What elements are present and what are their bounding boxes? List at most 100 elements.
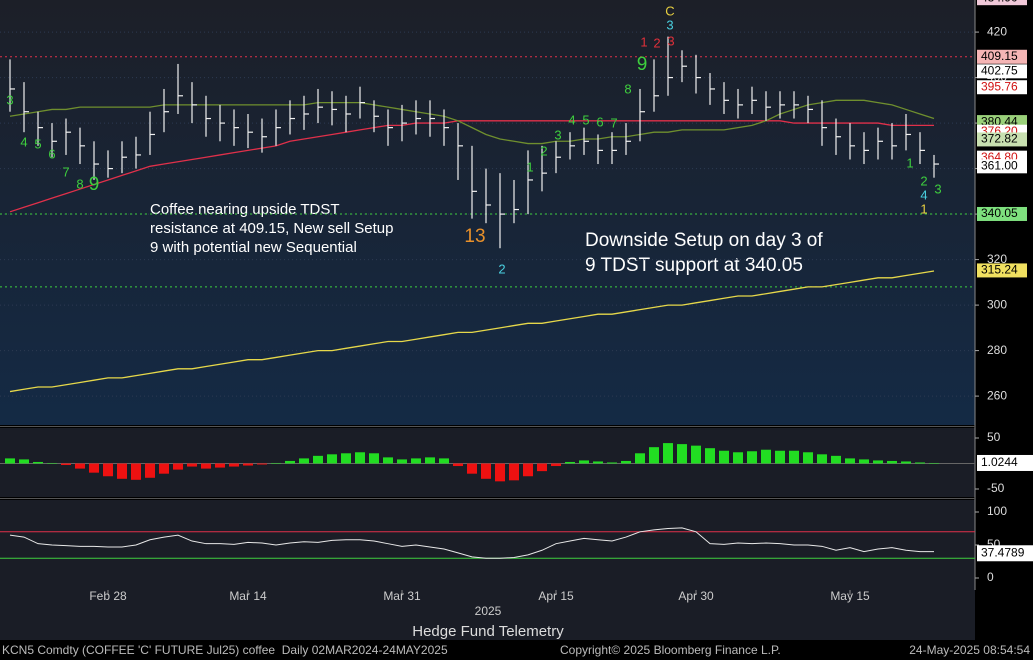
price-label-box	[977, 0, 1027, 6]
hist-bar	[313, 455, 323, 464]
hist-bar	[635, 453, 645, 464]
footer-left: KCN5 Comdty (COFFEE 'C' FUTURE Jul25) co…	[2, 643, 448, 657]
hist-bar	[453, 463, 463, 467]
hist-bar	[5, 458, 15, 464]
hist-bar	[803, 452, 813, 464]
td-count: 1	[920, 201, 927, 216]
hist-bar	[61, 463, 71, 466]
hist-bar	[285, 460, 295, 464]
hist-bar	[411, 458, 421, 464]
td-count: 3	[667, 33, 674, 48]
hist-bar	[215, 463, 225, 468]
y-tick-label: 260	[987, 388, 1007, 402]
footer-center: Copyright© 2025 Bloomberg Finance L.P.	[560, 643, 781, 657]
price-label: 402.75	[981, 63, 1018, 77]
hist-bar	[229, 463, 239, 467]
hist-bar	[397, 459, 407, 464]
td-count: 4	[920, 187, 927, 202]
price-label-box	[977, 49, 1027, 64]
annotation: Downside Setup on day 3 of 9 TDST suppor…	[585, 230, 823, 276]
hist-bar	[705, 448, 715, 464]
price-label: 315.24	[981, 263, 1018, 277]
td-count: 6	[48, 146, 55, 161]
hist-bar	[103, 463, 113, 477]
td-count: 3	[554, 127, 561, 142]
td-count: 9	[89, 174, 100, 195]
hist-bar	[47, 462, 57, 464]
td-count: 1	[526, 159, 533, 174]
hist-bar	[523, 463, 533, 477]
annotation-line: Coffee nearing upside TDST	[150, 201, 340, 218]
td-count: 3	[934, 181, 941, 196]
td-count: 4	[20, 134, 27, 149]
hist-bar	[593, 461, 603, 464]
hist-bar	[243, 463, 253, 466]
td-count: 8	[624, 81, 631, 96]
hist-bar	[201, 463, 211, 469]
hist-bar	[845, 458, 855, 464]
y-tick-label: 320	[987, 252, 1007, 266]
td-count: 6	[596, 114, 603, 129]
td-count: 2	[540, 143, 547, 158]
hist-bar	[901, 461, 911, 464]
hist-bar	[621, 460, 631, 464]
last-value-box	[977, 545, 1033, 562]
y-tick-label: 300	[987, 297, 1007, 311]
td-count: 2	[653, 35, 660, 50]
td-count: 2	[920, 173, 927, 188]
hist-bar	[789, 450, 799, 464]
hist-bar	[565, 461, 575, 464]
last-value-label: 37.4789	[981, 545, 1025, 559]
hist-bar	[75, 463, 85, 469]
price-label: 434.90	[981, 0, 1018, 4]
hist-bar	[131, 463, 141, 480]
y-tick-label: 50	[987, 430, 1001, 444]
x-tick-label: Apr 30	[678, 589, 714, 603]
td-count: 3	[6, 92, 13, 107]
hist-bar	[915, 462, 925, 464]
y-tick-label: 420	[987, 24, 1007, 38]
price-label: 409.15	[981, 49, 1018, 63]
hist-bar	[761, 449, 771, 464]
td-count: 5	[34, 136, 41, 151]
price-label-box	[977, 64, 1027, 79]
year-label: 2025	[475, 604, 502, 618]
price-label-box	[977, 159, 1027, 174]
brand: Hedge Fund Telemetry	[412, 623, 564, 640]
price-label-box	[977, 206, 1027, 221]
td-count: 1	[906, 155, 913, 170]
y-tick-label: 0	[987, 570, 994, 584]
hist-bar	[257, 463, 267, 465]
hist-bar	[747, 451, 757, 464]
x-tick-label: Feb 28	[89, 589, 127, 603]
hist-bar	[831, 455, 841, 464]
hist-bar	[537, 463, 547, 472]
hist-bar	[173, 463, 183, 470]
last-value-label: 1.0244	[981, 455, 1018, 469]
annotation-line: Downside Setup on day 3 of	[585, 230, 823, 251]
td-count: 2	[498, 261, 505, 276]
hist-bar	[551, 463, 561, 467]
price-label: 372.82	[981, 132, 1018, 146]
hist-bar	[481, 463, 491, 479]
hist-bar	[691, 445, 701, 464]
hist-bar	[145, 463, 155, 478]
hist-bar	[663, 443, 673, 464]
hist-bar	[341, 453, 351, 464]
hist-bar	[439, 458, 449, 464]
hist-bar	[873, 460, 883, 464]
price-label-box	[977, 80, 1027, 95]
hist-bar	[299, 458, 309, 464]
hist-bar	[859, 459, 869, 464]
hist-bar	[733, 452, 743, 464]
hist-bar	[187, 463, 197, 467]
price-label: 340.05	[981, 206, 1018, 220]
y-tick-label: -50	[987, 481, 1005, 495]
main-panel	[0, 0, 975, 425]
x-tick-label: May 15	[830, 589, 870, 603]
hist-bar	[929, 462, 939, 464]
hist-panel	[0, 428, 975, 497]
price-label: 361.00	[981, 158, 1018, 172]
moving-average	[9, 120, 934, 213]
